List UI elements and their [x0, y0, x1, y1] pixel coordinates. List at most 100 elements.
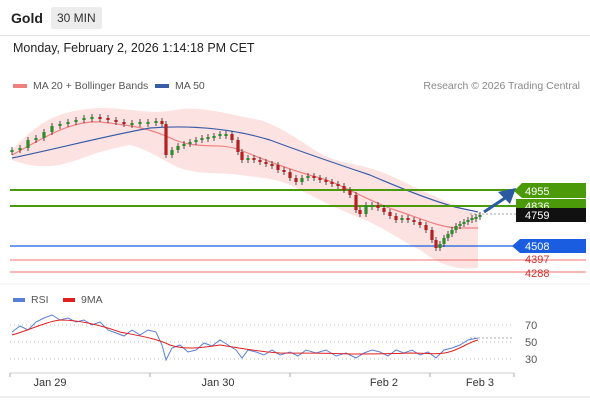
candle-body	[98, 117, 102, 119]
label-support-2: 4288	[525, 268, 549, 280]
candle-body	[424, 225, 428, 230]
label-support-1: 4397	[525, 254, 549, 266]
candle-body	[10, 150, 14, 152]
candle-body	[462, 222, 466, 224]
candle-body	[160, 121, 164, 124]
candle-body	[200, 138, 204, 140]
candle-body	[434, 240, 438, 248]
rsi-ma-swatch	[63, 298, 75, 302]
label-pivot: 4508	[512, 239, 586, 253]
x-axis-ticks	[9, 373, 515, 377]
candle-body	[324, 180, 328, 182]
candle-body	[26, 140, 30, 148]
candle-body	[446, 234, 450, 238]
candle-body	[66, 122, 70, 124]
candle-body	[176, 146, 180, 150]
x-label-feb2: Feb 2	[370, 377, 398, 389]
candle-body	[330, 182, 334, 184]
candle-body	[224, 134, 228, 136]
candle-body	[276, 165, 280, 170]
svg-text:4508: 4508	[525, 241, 549, 253]
price-candles	[10, 114, 482, 251]
candle-body	[430, 230, 434, 240]
rsi-swatch	[13, 298, 25, 302]
candle-body	[300, 178, 304, 182]
candle-body	[206, 137, 210, 139]
candle-body	[122, 122, 126, 124]
candle-body	[264, 162, 268, 164]
candle-body	[240, 152, 244, 160]
candle-body	[188, 142, 192, 144]
candle-body	[388, 212, 392, 216]
rsi-label: RSI	[31, 294, 49, 306]
candle-body	[218, 134, 222, 136]
candle-body	[130, 123, 134, 125]
candle-body	[252, 158, 256, 160]
candle-body	[170, 150, 174, 155]
candle-body	[258, 160, 262, 162]
ma20-label: MA 20 + Bollinger Bands	[33, 80, 149, 92]
instrument-title: Gold	[11, 10, 43, 26]
rsi-axis-30: 30	[525, 354, 537, 366]
candle-body	[342, 186, 346, 190]
candle-body	[418, 222, 422, 225]
x-label-jan30: Jan 30	[201, 377, 234, 389]
candle-body	[282, 170, 286, 172]
candle-body	[294, 178, 298, 182]
label-current-price: 4759	[516, 208, 586, 222]
candle-body	[348, 190, 352, 195]
x-label-jan29: Jan 29	[33, 377, 66, 389]
bullish-arrow	[483, 188, 516, 214]
candle-body	[406, 218, 410, 220]
candle-body	[358, 210, 362, 214]
candle-body	[42, 132, 46, 138]
candle-body	[438, 244, 442, 248]
x-label-feb3: Feb 3	[466, 377, 494, 389]
candle-body	[74, 120, 78, 122]
candle-body	[450, 230, 454, 234]
candle-body	[114, 120, 118, 122]
candle-body	[146, 122, 150, 124]
candle-body	[288, 172, 292, 178]
candle-body	[382, 208, 386, 212]
candle-body	[212, 136, 216, 138]
candle-body	[376, 205, 380, 208]
candle-body	[230, 134, 234, 140]
candle-body	[246, 158, 250, 160]
candle-body	[34, 138, 38, 140]
bollinger-band	[12, 108, 478, 269]
ma50-line	[11, 126, 479, 213]
chart-header: Gold 30 MIN	[0, 0, 590, 36]
rsi-ma-line	[11, 319, 479, 355]
candle-body	[470, 218, 474, 220]
candle-body	[458, 224, 462, 226]
candle-body	[466, 220, 470, 222]
candle-body	[182, 144, 186, 146]
candle-body	[336, 184, 340, 186]
ma50-label: MA 50	[175, 80, 205, 92]
candle-body	[270, 164, 274, 166]
candle-body	[318, 178, 322, 180]
credit-text: Research © 2026 Trading Central	[423, 80, 580, 92]
candle-body	[394, 216, 398, 220]
candle-body	[400, 218, 404, 220]
candle-body	[478, 215, 482, 217]
candle-body	[312, 176, 316, 178]
timeframe-button[interactable]: 30 MIN	[51, 7, 102, 29]
candle-body	[194, 140, 198, 142]
rsi-axis-50: 50	[525, 337, 537, 349]
ma20-swatch	[13, 84, 27, 88]
candle-body	[50, 126, 54, 132]
svg-text:4955: 4955	[525, 186, 549, 198]
candle-body	[236, 140, 240, 152]
candle-body	[138, 122, 142, 124]
label-resistance-2: 4955	[514, 183, 586, 198]
candle-body	[58, 124, 62, 126]
legend-rsi-ma: 9MA	[63, 294, 103, 306]
legend-rsi: RSI	[13, 294, 49, 306]
candle-body	[82, 118, 86, 120]
candle-body	[90, 117, 94, 119]
candle-body	[364, 205, 368, 214]
candle-body	[154, 121, 158, 123]
